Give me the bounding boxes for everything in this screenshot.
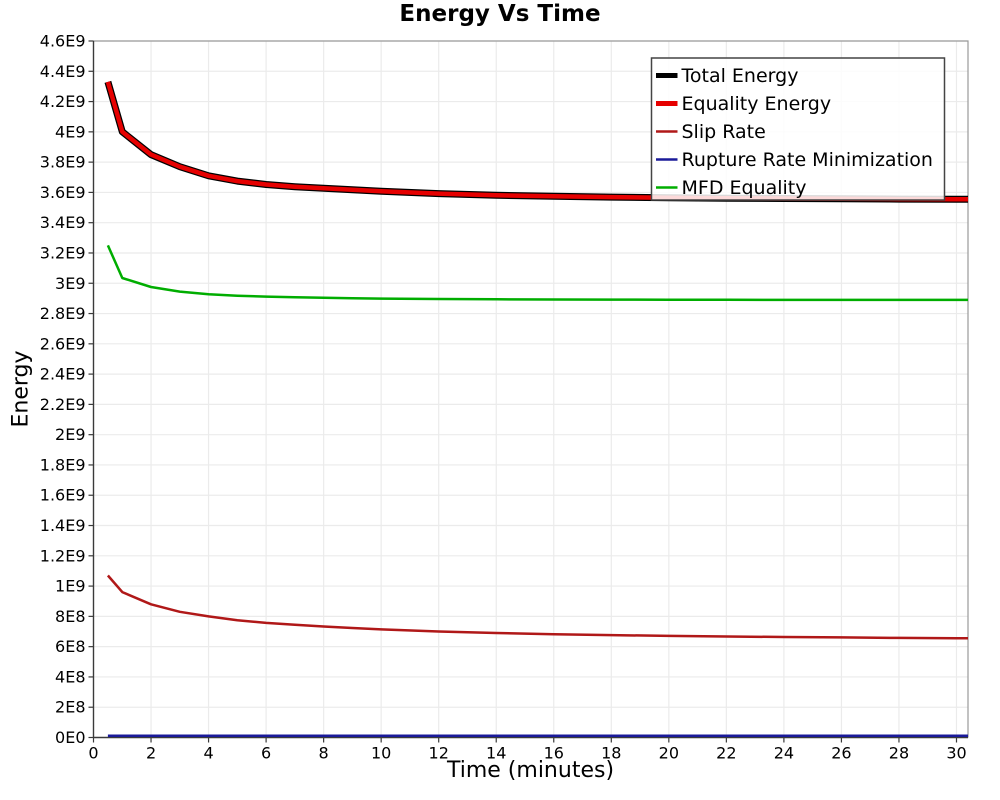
legend-label-equality-energy: Equality Energy bbox=[682, 93, 832, 115]
series-slip-rate bbox=[106, 574, 969, 640]
y-tick-label: 2E9 bbox=[55, 425, 85, 444]
y-tick-label: 1.8E9 bbox=[40, 455, 86, 474]
y-tick-label: 2.4E9 bbox=[40, 365, 86, 384]
legend-box bbox=[650, 57, 946, 201]
x-tick-label: 22 bbox=[716, 744, 736, 763]
x-tick-label: 0 bbox=[88, 744, 98, 763]
y-tick-label: 3.8E9 bbox=[40, 153, 86, 172]
y-tick-label: 4E8 bbox=[55, 667, 85, 686]
x-tick-label: 20 bbox=[659, 744, 679, 763]
y-tick-label: 2.8E9 bbox=[40, 304, 86, 323]
series-mfd-equality bbox=[106, 244, 968, 302]
y-tick-label: 4E9 bbox=[55, 122, 85, 141]
chart-title: Energy Vs Time bbox=[399, 1, 601, 27]
plot-border bbox=[93, 40, 969, 738]
x-tick-label: 24 bbox=[774, 744, 794, 763]
y-tick-label: 6E8 bbox=[55, 637, 85, 656]
x-tick-label: 28 bbox=[889, 744, 909, 763]
x-tick-label: 26 bbox=[831, 744, 851, 763]
x-axis-label: Time (minutes) bbox=[446, 758, 615, 783]
y-tick-label: 0E0 bbox=[55, 728, 85, 747]
legend-label-total-energy: Total Energy bbox=[681, 65, 799, 87]
x-tick-label: 10 bbox=[371, 744, 391, 763]
legend-label-slip-rate: Slip Rate bbox=[682, 121, 766, 143]
y-tick-label: 3.6E9 bbox=[40, 183, 86, 202]
legend-label-rupture-rate-minimization: Rupture Rate Minimization bbox=[682, 149, 933, 171]
y-axis-label: Energy bbox=[8, 350, 34, 428]
y-tick-label: 4.4E9 bbox=[40, 62, 86, 81]
x-tick-label: 4 bbox=[203, 744, 213, 763]
y-tick-label: 2.2E9 bbox=[40, 395, 86, 414]
y-tick-label: 1.4E9 bbox=[40, 516, 86, 535]
x-tick-label: 6 bbox=[261, 744, 271, 763]
x-tick-label: 14 bbox=[486, 744, 506, 763]
y-tick-label: 4.6E9 bbox=[40, 32, 86, 51]
y-tick-label: 8E8 bbox=[55, 607, 85, 626]
y-tick-label: 3.2E9 bbox=[40, 243, 86, 262]
x-tick-label: 16 bbox=[544, 744, 564, 763]
y-tick-label: 4.2E9 bbox=[40, 92, 86, 111]
x-tick-label: 2 bbox=[146, 744, 156, 763]
legend-label-mfd-equality: MFD Equality bbox=[682, 177, 807, 199]
y-tick-label: 3.4E9 bbox=[40, 213, 86, 232]
x-tick-label: 18 bbox=[601, 744, 621, 763]
y-tick-label: 2E8 bbox=[55, 698, 85, 717]
y-tick-label: 2.6E9 bbox=[40, 334, 86, 353]
y-tick-label: 1.2E9 bbox=[40, 546, 86, 565]
y-tick-label: 3E9 bbox=[55, 274, 85, 293]
y-tick-label: 1E9 bbox=[55, 577, 85, 596]
x-tick-label: 12 bbox=[429, 744, 449, 763]
x-tick-label: 8 bbox=[319, 744, 329, 763]
y-tick-label: 1.6E9 bbox=[40, 486, 86, 505]
x-tick-label: 30 bbox=[946, 744, 966, 763]
